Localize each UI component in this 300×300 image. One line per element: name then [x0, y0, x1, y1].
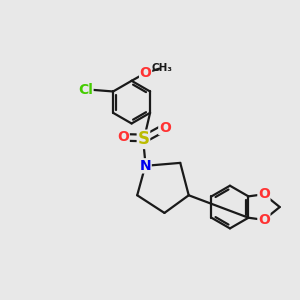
Text: O: O: [140, 66, 152, 80]
Text: O: O: [159, 121, 171, 134]
Text: S: S: [137, 130, 149, 148]
Text: O: O: [117, 130, 129, 145]
Text: O: O: [258, 213, 270, 227]
Text: N: N: [140, 159, 151, 173]
Text: CH₃: CH₃: [152, 63, 172, 73]
Text: Cl: Cl: [78, 82, 93, 97]
Text: O: O: [258, 187, 270, 201]
